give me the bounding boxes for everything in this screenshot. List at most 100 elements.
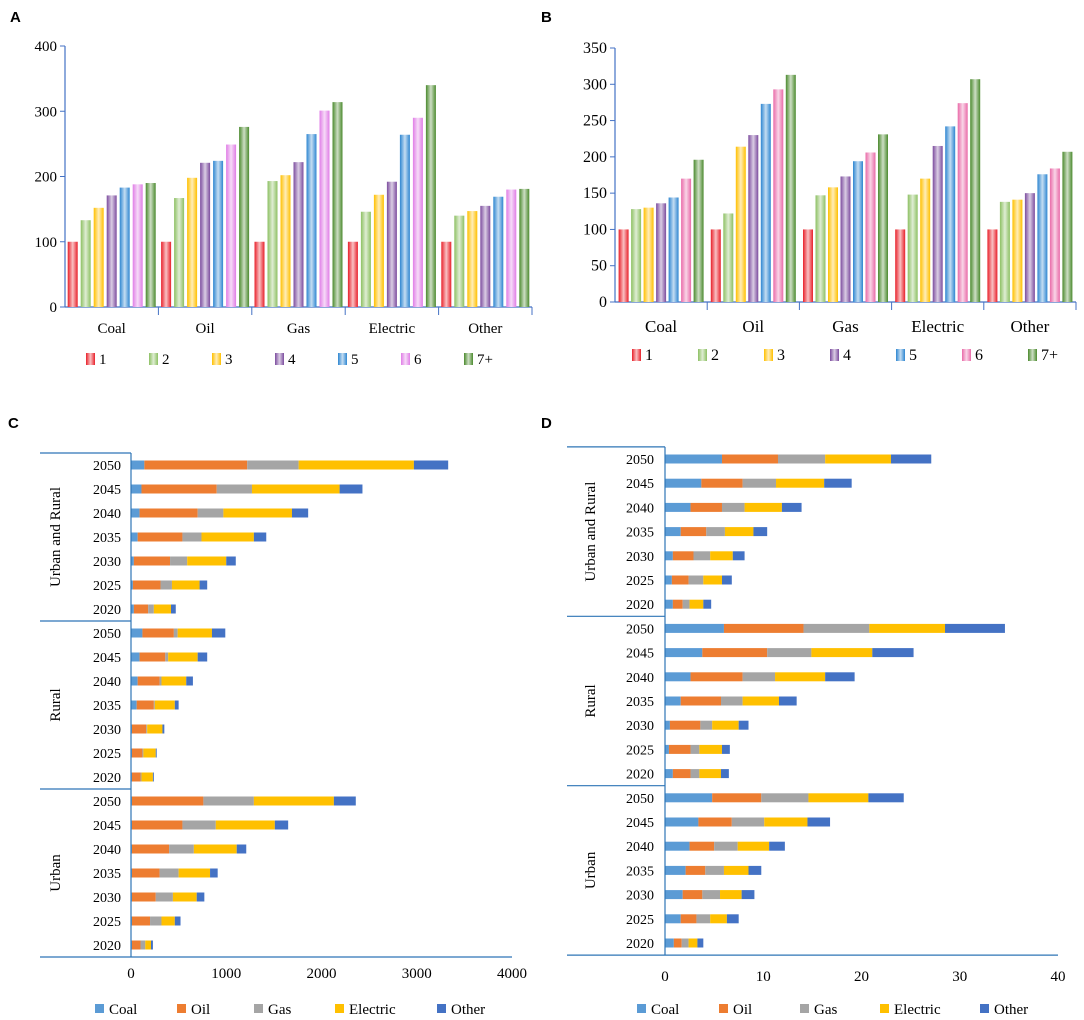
segment-gas-row-7 <box>173 628 178 638</box>
legend-swatch-2 <box>764 349 773 361</box>
bar-gas-series-0 <box>254 241 265 307</box>
bar-coal-series-2 <box>643 207 654 302</box>
segment-electric-row-8 <box>811 648 873 658</box>
bar-oil-series-1 <box>174 198 185 307</box>
segment-electric-row-1 <box>776 478 825 488</box>
bar-other-series-5 <box>506 189 517 307</box>
bar-oil-series-5 <box>773 89 784 302</box>
legend-label-0: 1 <box>99 352 107 368</box>
segment-other-row-16 <box>236 844 247 854</box>
legend-label-oil: Oil <box>191 1002 210 1018</box>
category-label: Other <box>468 321 502 337</box>
legend-swatch-0 <box>86 353 95 365</box>
segment-electric-row-13 <box>141 772 153 782</box>
segment-gas-row-4 <box>693 551 711 561</box>
segment-oil-row-7 <box>142 628 174 638</box>
segment-gas-row-14 <box>761 793 809 803</box>
legend-swatch-5 <box>962 349 971 361</box>
bar-coal-series-3 <box>656 203 667 302</box>
category-label: Gas <box>832 317 858 336</box>
panel-a-chart: 0 100 200 300 400 Coal Oil Gas Electric Other 1 2 3 4… <box>35 39 533 368</box>
category-label: Other <box>1011 317 1050 336</box>
year-label: 2035 <box>626 695 654 710</box>
segment-electric-row-10 <box>742 696 779 706</box>
segment-coal-row-6 <box>131 604 134 614</box>
bar-gas-series-1 <box>267 181 278 307</box>
segment-electric-row-8 <box>168 652 198 662</box>
segment-oil-row-16 <box>689 841 715 851</box>
segment-electric-row-0 <box>825 454 891 464</box>
bar-electric-series-6 <box>970 79 981 302</box>
year-label: 2025 <box>626 743 654 758</box>
segment-coal-row-9 <box>131 676 138 686</box>
segment-oil-row-17 <box>131 868 160 878</box>
bar-gas-series-1 <box>815 195 826 302</box>
segment-oil-row-15 <box>131 820 183 830</box>
bar-gas-series-2 <box>280 175 291 307</box>
segment-gas-row-8 <box>165 652 169 662</box>
legend-swatch-3 <box>830 349 839 361</box>
segment-other-row-13 <box>721 769 729 779</box>
year-label: 2020 <box>626 768 654 783</box>
legend-label-3: 4 <box>843 347 851 364</box>
segment-electric-row-19 <box>161 916 175 926</box>
bar-coal-series-4 <box>668 197 679 302</box>
bar-oil-series-2 <box>187 177 198 307</box>
segment-electric-row-7 <box>869 623 946 633</box>
legend-swatch-electric <box>880 1004 889 1013</box>
legend-label-1: 2 <box>162 352 170 368</box>
segment-electric-row-10 <box>154 700 175 710</box>
segment-oil-row-12 <box>668 744 691 754</box>
segment-gas-row-20 <box>681 938 689 948</box>
year-label: 2020 <box>626 937 654 952</box>
legend-swatch-1 <box>698 349 707 361</box>
legend-label-other: Other <box>451 1002 485 1018</box>
bar-electric-series-2 <box>920 178 931 302</box>
legend-label-6: 7+ <box>1041 347 1058 364</box>
segment-coal-row-10 <box>665 696 681 706</box>
segment-gas-row-8 <box>767 648 812 658</box>
segment-gas-row-3 <box>182 532 202 542</box>
segment-oil-row-0 <box>144 460 248 470</box>
segment-coal-row-5 <box>665 575 672 585</box>
segment-oil-row-10 <box>680 696 722 706</box>
segment-electric-row-2 <box>223 508 292 518</box>
segment-other-row-8 <box>197 652 208 662</box>
segment-electric-row-15 <box>764 817 808 827</box>
bar-gas-series-5 <box>319 110 330 307</box>
segment-electric-row-2 <box>744 502 782 512</box>
year-label: 2050 <box>626 453 654 468</box>
year-label: 2050 <box>626 622 654 637</box>
segment-other-row-3 <box>753 527 768 537</box>
legend-swatch-gas <box>800 1004 809 1013</box>
legend-label-electric: Electric <box>894 1002 941 1018</box>
segment-coal-row-2 <box>665 502 691 512</box>
segment-electric-row-5 <box>703 575 722 585</box>
segment-gas-row-19 <box>150 916 162 926</box>
segment-coal-row-16 <box>665 841 690 851</box>
bar-oil-series-3 <box>748 135 759 302</box>
bar-gas-series-2 <box>828 187 838 302</box>
segment-other-row-9 <box>186 676 193 686</box>
legend-swatch-6 <box>464 353 473 365</box>
segment-other-row-15 <box>807 817 831 827</box>
segment-electric-row-11 <box>147 724 163 734</box>
segment-oil-row-9 <box>137 676 160 686</box>
segment-gas-row-15 <box>731 817 765 827</box>
segment-oil-row-8 <box>702 648 768 658</box>
segment-oil-row-16 <box>131 844 170 854</box>
year-label: 2040 <box>626 501 654 516</box>
segment-other-row-7 <box>945 623 1005 633</box>
panel-label-a: A <box>10 9 21 26</box>
legend-label-3: 4 <box>288 352 296 368</box>
segment-other-row-4 <box>732 551 745 561</box>
segment-electric-row-18 <box>172 892 197 902</box>
segment-other-row-5 <box>721 575 732 585</box>
group-label: Rural <box>583 684 599 717</box>
segment-other-row-18 <box>196 892 205 902</box>
year-label: 2045 <box>626 647 654 662</box>
bar-oil-series-4 <box>760 103 771 302</box>
year-label: 2040 <box>626 671 654 686</box>
bar-electric-series-4 <box>945 126 956 303</box>
bar-electric-series-6 <box>425 85 436 308</box>
